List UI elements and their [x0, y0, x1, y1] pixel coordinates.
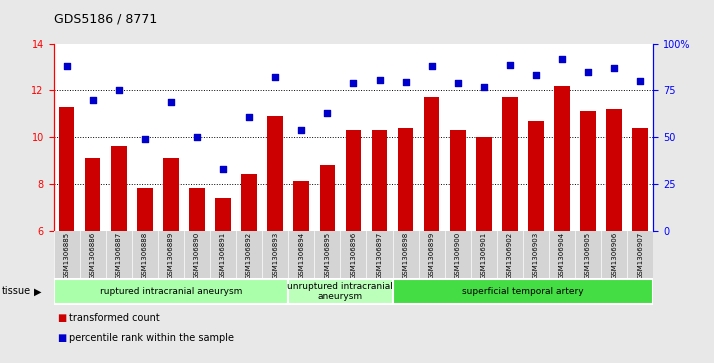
Text: GSM1306898: GSM1306898: [403, 232, 408, 279]
Point: [556, 57, 568, 62]
Bar: [163, 158, 178, 231]
Text: GSM1306892: GSM1306892: [246, 232, 252, 279]
Text: GSM1306904: GSM1306904: [559, 232, 565, 279]
Point: [191, 134, 203, 140]
Text: ■: ■: [57, 313, 66, 323]
Bar: [267, 116, 283, 231]
Text: superficial temporal artery: superficial temporal artery: [462, 287, 584, 296]
Bar: [59, 107, 74, 231]
Text: GSM1306901: GSM1306901: [481, 232, 487, 279]
Point: [348, 80, 359, 86]
Text: GSM1306905: GSM1306905: [585, 232, 591, 279]
Text: GSM1306886: GSM1306886: [90, 232, 96, 279]
Bar: [320, 165, 335, 231]
Point: [374, 77, 386, 83]
Text: tissue: tissue: [1, 286, 31, 296]
Text: GSM1306896: GSM1306896: [351, 232, 356, 279]
Point: [531, 73, 542, 78]
Point: [504, 62, 516, 68]
Point: [400, 79, 411, 85]
Bar: [450, 130, 466, 231]
Bar: [502, 97, 518, 231]
Point: [608, 65, 620, 71]
Bar: [476, 137, 492, 231]
Bar: [189, 188, 205, 231]
FancyBboxPatch shape: [288, 279, 393, 303]
Point: [478, 83, 490, 89]
Text: percentile rank within the sample: percentile rank within the sample: [69, 333, 234, 343]
Text: GSM1306903: GSM1306903: [533, 232, 539, 279]
FancyBboxPatch shape: [393, 279, 653, 303]
Bar: [554, 86, 570, 231]
Point: [452, 80, 463, 86]
Point: [296, 127, 307, 132]
Bar: [398, 128, 413, 231]
Text: GSM1306893: GSM1306893: [272, 232, 278, 279]
Text: GSM1306902: GSM1306902: [507, 232, 513, 279]
Text: GSM1306885: GSM1306885: [64, 232, 69, 279]
Point: [243, 114, 255, 120]
Point: [635, 78, 646, 84]
Bar: [293, 182, 309, 231]
Bar: [346, 130, 361, 231]
Text: GSM1306889: GSM1306889: [168, 232, 174, 279]
Text: GSM1306899: GSM1306899: [428, 232, 435, 279]
Text: GSM1306890: GSM1306890: [194, 232, 200, 279]
Bar: [241, 174, 257, 231]
Text: GSM1306900: GSM1306900: [455, 232, 461, 279]
Text: GDS5186 / 8771: GDS5186 / 8771: [54, 12, 157, 25]
Text: GSM1306894: GSM1306894: [298, 232, 304, 279]
Bar: [580, 111, 596, 231]
Point: [139, 136, 151, 142]
Text: GSM1306907: GSM1306907: [638, 232, 643, 279]
Text: GSM1306897: GSM1306897: [376, 232, 383, 279]
Point: [321, 110, 333, 116]
Text: GSM1306891: GSM1306891: [220, 232, 226, 279]
Text: unruptured intracranial
aneurysm: unruptured intracranial aneurysm: [288, 282, 393, 301]
Text: GSM1306895: GSM1306895: [324, 232, 331, 279]
Bar: [85, 158, 101, 231]
Text: ▶: ▶: [34, 286, 42, 296]
Bar: [424, 97, 440, 231]
Text: GSM1306888: GSM1306888: [142, 232, 148, 279]
Bar: [215, 198, 231, 231]
Text: ruptured intracranial aneurysm: ruptured intracranial aneurysm: [100, 287, 242, 296]
Point: [61, 63, 72, 69]
Point: [426, 63, 438, 69]
Point: [165, 99, 176, 105]
Point: [269, 74, 281, 80]
Bar: [137, 188, 153, 231]
Point: [583, 69, 594, 74]
FancyBboxPatch shape: [54, 279, 288, 303]
Point: [217, 166, 228, 172]
Text: transformed count: transformed count: [69, 313, 160, 323]
Text: ■: ■: [57, 333, 66, 343]
Point: [87, 97, 99, 103]
Bar: [372, 130, 387, 231]
Bar: [528, 121, 544, 231]
Text: GSM1306887: GSM1306887: [116, 232, 122, 279]
Bar: [111, 146, 126, 231]
Text: GSM1306906: GSM1306906: [611, 232, 617, 279]
Point: [113, 87, 124, 93]
Bar: [633, 128, 648, 231]
Bar: [606, 109, 622, 231]
